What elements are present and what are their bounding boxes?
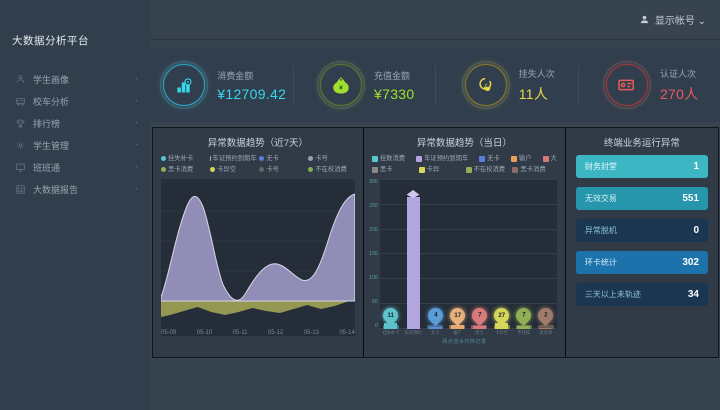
svg-text:¥: ¥ [339,85,343,91]
